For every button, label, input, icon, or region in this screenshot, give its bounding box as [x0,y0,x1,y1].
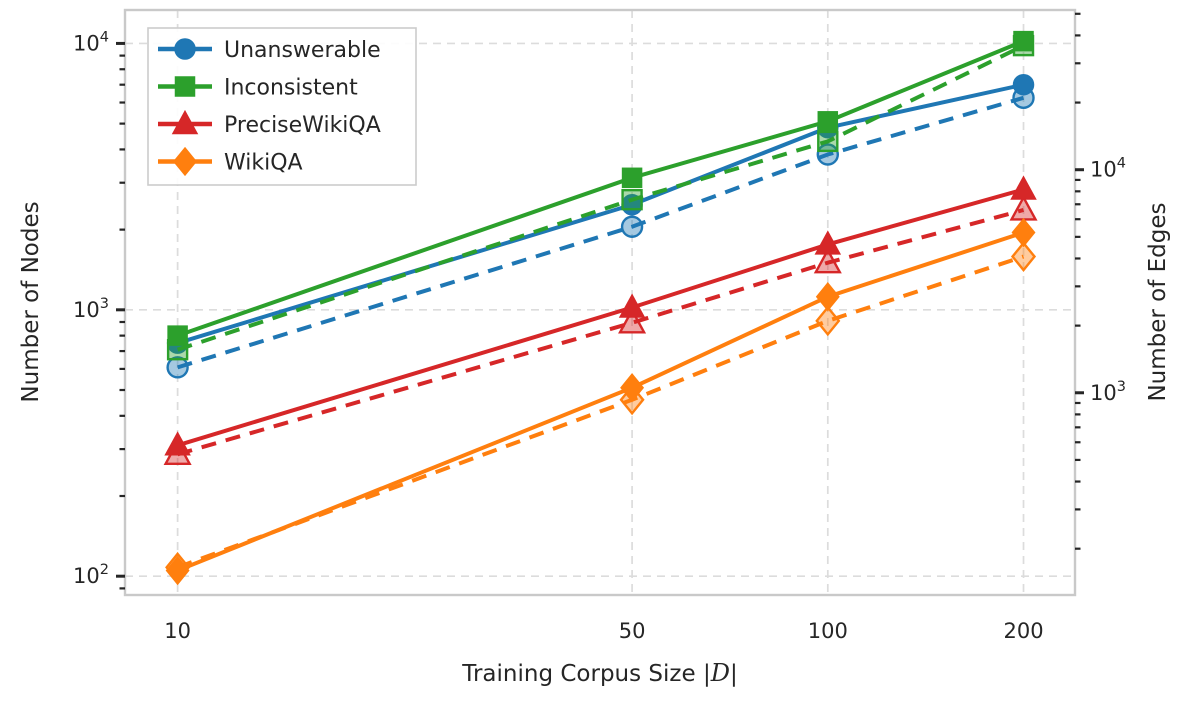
precisewikiqa-edges-marker [618,307,647,334]
wikiqa-nodes-marker [620,373,645,403]
legend-item-wikiqa: WikiQA [158,146,303,177]
inconsistent-nodes-marker [621,167,643,189]
inconsistent-nodes-marker [1013,30,1034,52]
series-inconsistent [166,30,1035,361]
wikiqa-edges-marker [815,305,841,337]
unanswerable-edges-marker [620,215,644,238]
inconsistent-nodes-marker [167,325,188,346]
x-axis-title: Training Corpus Size |D| [461,659,737,687]
inconsistent-nodes-line [176,39,1025,338]
wikiqa-nodes-marker [815,282,840,312]
legend: Unanswerable Inconsistent PreciseWikiQA Wik… [147,27,417,186]
right-tick-label: 103 [1090,379,1126,405]
legend-label: Inconsistent [224,76,358,101]
legend-item-unanswerable: Unanswerable [158,38,381,63]
inconsistent-nodes-marker [817,111,839,132]
left-tick-label: 104 [73,29,109,55]
legend-marker-square [174,76,196,97]
wikiqa-edges-line [176,254,1025,570]
legend-item-inconsistent: Inconsistent [158,76,358,101]
wikiqa-nodes-line [176,230,1025,573]
precisewikiqa-nodes-line [177,187,1025,448]
left-axis-title: Number of Nodes [18,201,44,402]
x-axis-ticks: 10 50 100 200 [164,619,1043,643]
unanswerable-nodes-marker [1012,73,1035,96]
right-axis-title: Number of Edges [1145,202,1171,401]
legend-marker-triangle [171,109,199,135]
x-tick-label: 50 [619,619,646,643]
left-tick-label: 103 [73,296,109,322]
x-tick-label: 100 [808,619,848,643]
left-axis-ticks: 104 103 102 [73,29,125,590]
series-wikiqa [165,217,1037,586]
unanswerable-edges-line [177,95,1025,370]
inconsistent-edges-line [176,43,1025,352]
precisewikiqa-nodes-marker [814,230,842,255]
left-tick-label: 102 [73,562,109,588]
inconsistent-edges-marker [817,130,839,153]
right-axis-ticks: 104 103 [1075,12,1126,550]
precisewikiqa-edges-line [177,208,1025,457]
axes-spines [123,8,1077,597]
wikiqa-nodes-marker [165,555,190,586]
precisewikiqa-nodes-marker [1010,175,1037,200]
legend-label: PreciseWikiQA [224,113,381,138]
series-precisewikiqa [163,175,1038,465]
legend-label: WikiQA [224,151,303,176]
precisewikiqa-nodes-marker [164,431,191,456]
legend-marker-diamond [173,146,197,177]
unanswerable-edges-marker [816,143,839,166]
unanswerable-edges-marker [166,356,189,379]
wikiqa-nodes-marker [1011,217,1036,248]
x-tick-label: 200 [1003,619,1043,643]
inconsistent-edges-marker [621,188,643,211]
legend-item-precisewikiqa: PreciseWikiQA [158,109,381,138]
right-tick-label: 104 [1090,156,1126,182]
legend-marker-circle [174,38,196,60]
precisewikiqa-edges-marker [813,247,842,274]
x-tick-label: 10 [164,619,191,643]
precisewikiqa-nodes-marker [618,293,646,318]
legend-label: Unanswerable [224,38,381,63]
wikiqa-edges-marker [1010,241,1037,272]
